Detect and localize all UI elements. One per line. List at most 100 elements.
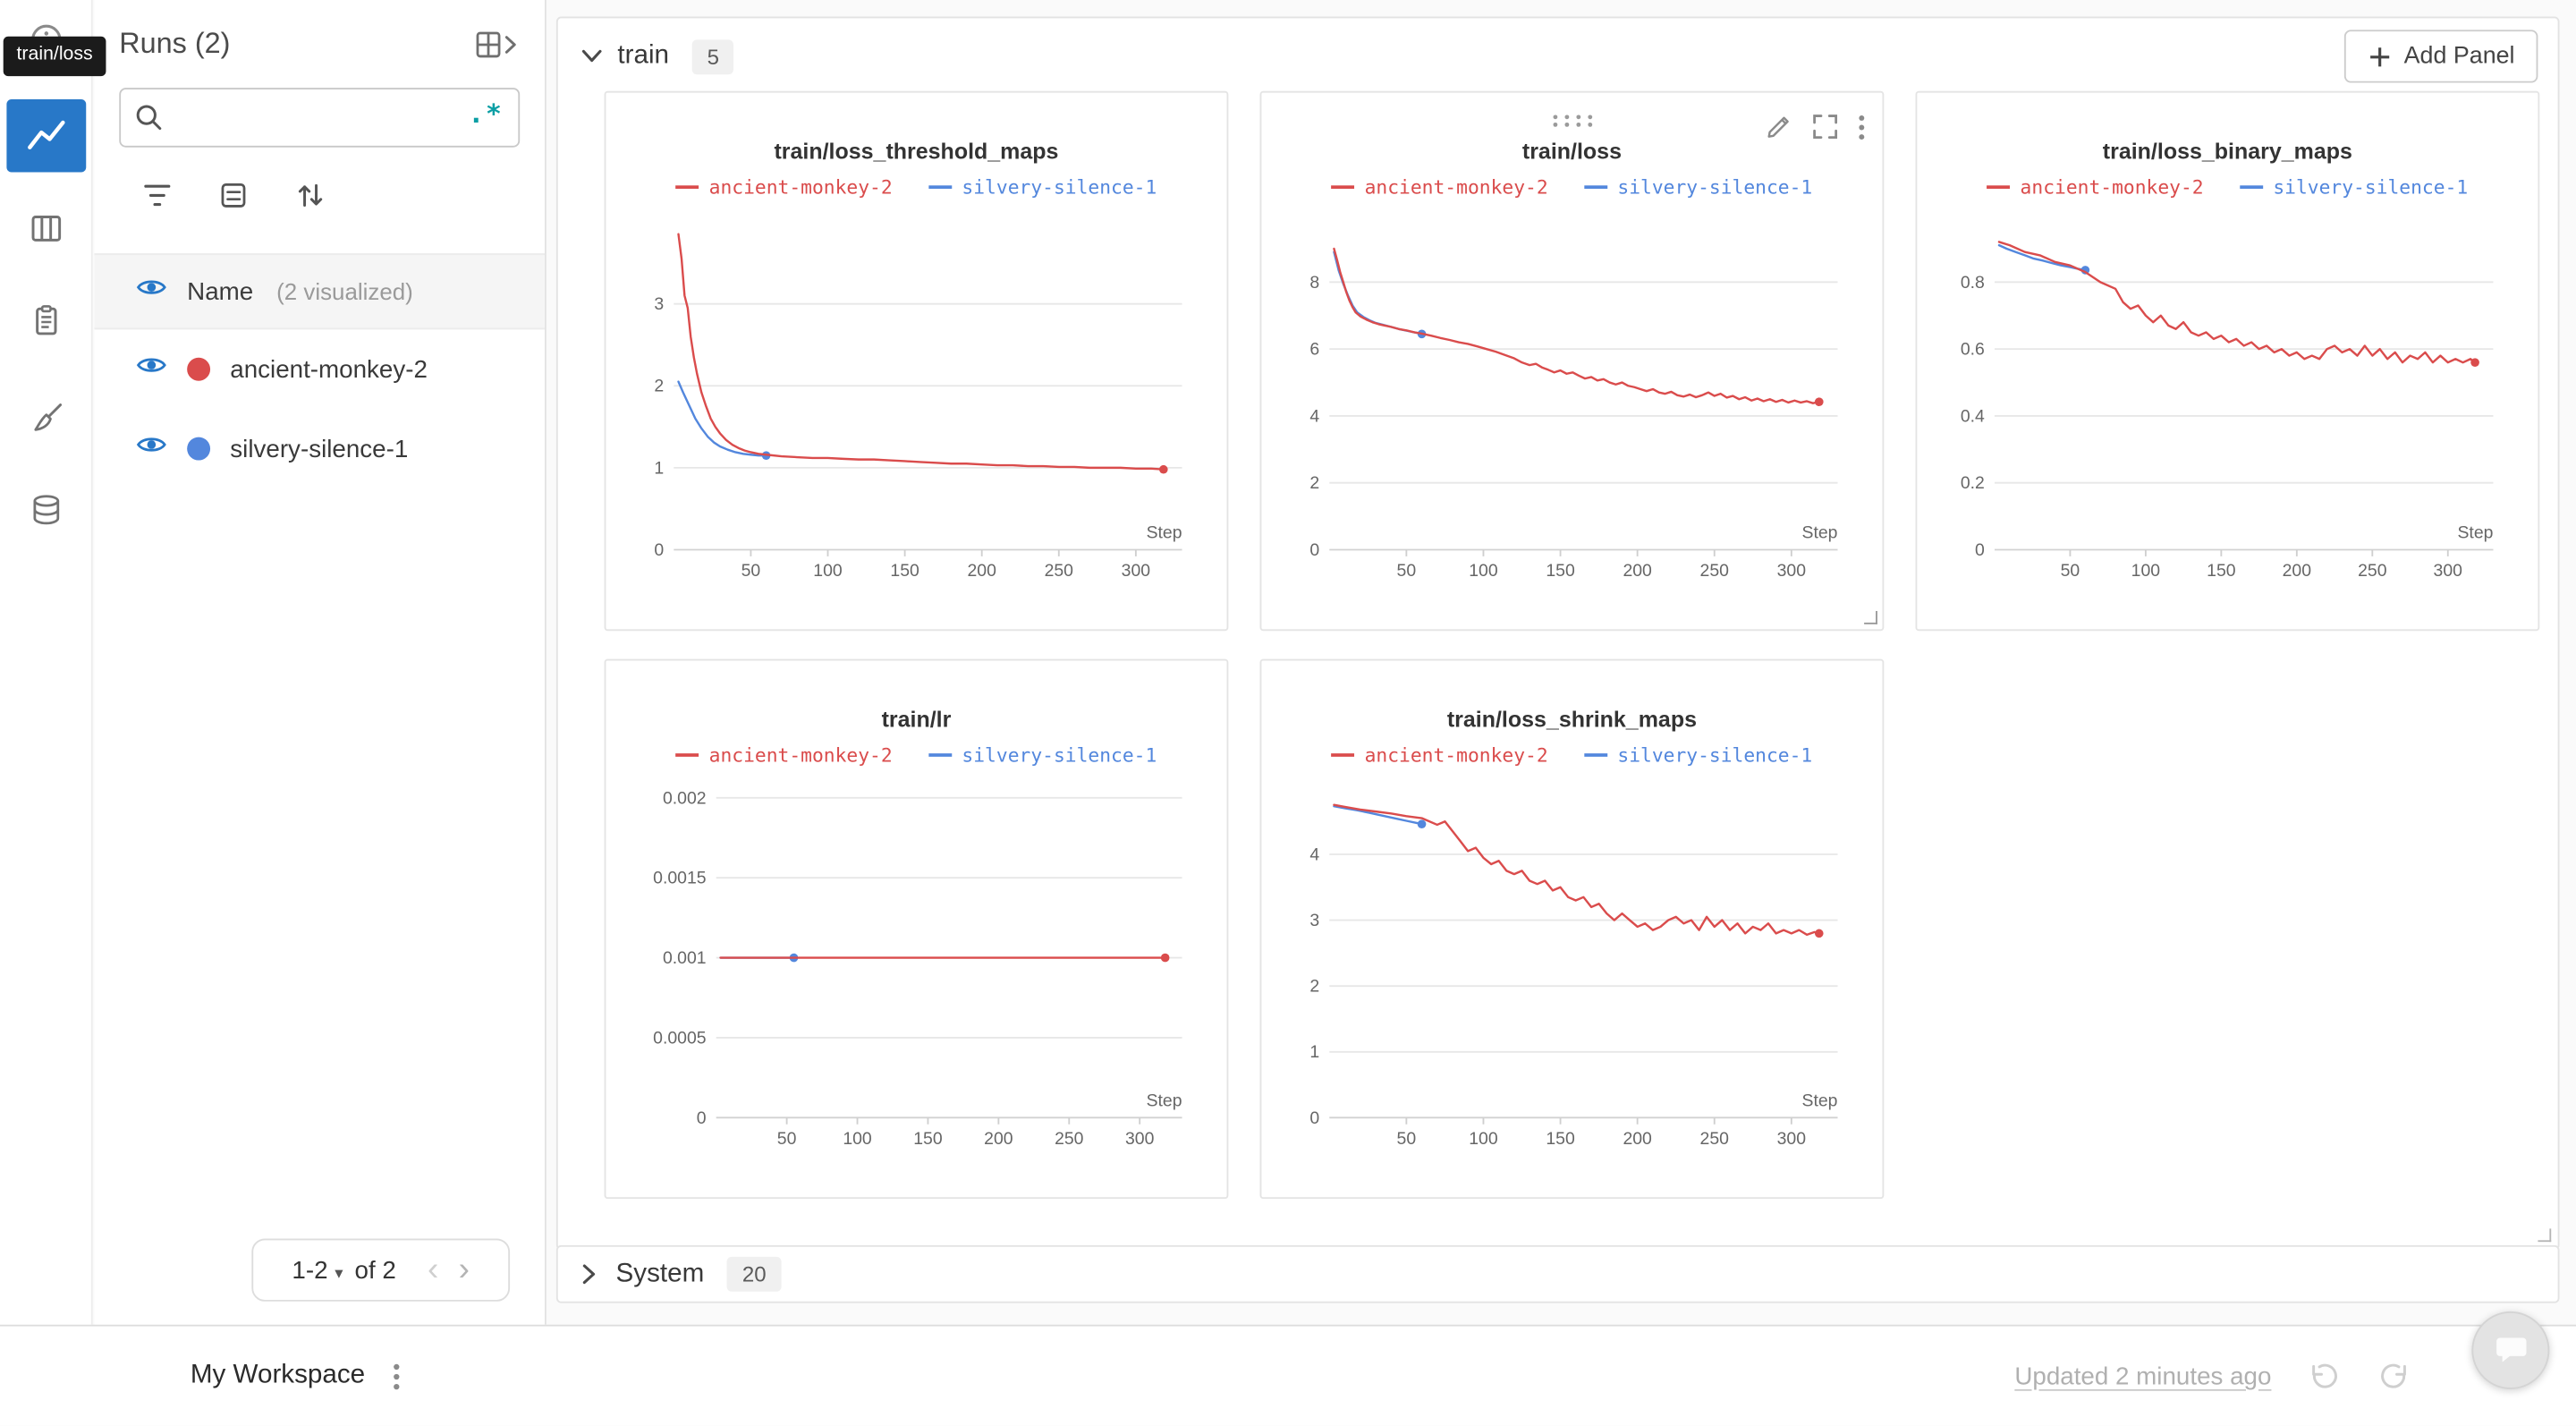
svg-text:3: 3: [1309, 911, 1319, 930]
svg-text:150: 150: [913, 1129, 943, 1149]
filter-funnel-icon: [144, 184, 171, 207]
svg-text:50: 50: [2061, 561, 2080, 581]
svg-text:150: 150: [1546, 561, 1575, 581]
runs-table-expand-button[interactable]: [475, 28, 520, 61]
nav-sweeps-item[interactable]: [5, 381, 85, 454]
panel-menu-button[interactable]: [1858, 114, 1866, 149]
line-chart[interactable]: 0 1 2 3 4 50 100 150 200 250 300 Step: [1286, 773, 1858, 1167]
run-name[interactable]: silvery-silence-1: [230, 434, 409, 463]
fullscreen-button[interactable]: [1811, 113, 1839, 149]
nav-runs-table-item[interactable]: [5, 192, 85, 265]
workspace-menu-button[interactable]: [392, 1362, 400, 1389]
legend-item[interactable]: silvery-silence-1: [928, 175, 1157, 199]
legend-item[interactable]: ancient-monkey-2: [675, 175, 893, 199]
svg-text:Step: Step: [1147, 1091, 1182, 1110]
visibility-all-toggle[interactable]: [136, 276, 167, 306]
svg-text:300: 300: [1777, 561, 1807, 581]
workspace-switcher[interactable]: My Workspace: [190, 1361, 366, 1389]
line-chart[interactable]: 0 2 4 6 8 50 100 150 200 250 300 Step: [1286, 206, 1858, 600]
visualized-count-label: (2 visualized): [276, 277, 413, 305]
legend-swatch: [928, 753, 953, 757]
chart-panel[interactable]: train/loss_shrink_maps ancient-monkey-2 s…: [1259, 658, 1885, 1200]
visibility-toggle[interactable]: [136, 354, 167, 384]
panel-title: train/loss_shrink_maps: [1446, 707, 1697, 733]
legend-item[interactable]: silvery-silence-1: [928, 743, 1157, 767]
sort-button[interactable]: [294, 181, 326, 210]
section-title: System: [615, 1259, 705, 1288]
legend-item[interactable]: silvery-silence-1: [1584, 743, 1812, 767]
group-button[interactable]: [218, 181, 248, 210]
runs-list-header: Name (2 visualized): [94, 253, 545, 330]
panel-legend: ancient-monkey-2 silvery-silence-1: [606, 743, 1226, 767]
legend-item[interactable]: silvery-silence-1: [1584, 175, 1812, 199]
chart-panel[interactable]: train/loss_binary_maps ancient-monkey-2 s…: [1915, 90, 2540, 632]
panel-resize-handle[interactable]: [1864, 610, 1877, 624]
kebab-menu-icon: [393, 1362, 399, 1389]
search-input[interactable]: [119, 88, 521, 148]
system-section[interactable]: System 20: [555, 1244, 2560, 1303]
legend-swatch: [928, 185, 953, 190]
visibility-toggle[interactable]: [136, 434, 167, 463]
left-nav-rail: [0, 0, 93, 1325]
panel-legend: ancient-monkey-2 silvery-silence-1: [1261, 743, 1882, 767]
redo-button[interactable]: [2377, 1360, 2411, 1393]
legend-swatch: [675, 185, 699, 190]
runs-sidebar: Runs (2) .*: [94, 0, 547, 1325]
svg-text:0.6: 0.6: [1961, 340, 1985, 360]
legend-item[interactable]: ancient-monkey-2: [675, 743, 893, 767]
nav-tooltip-label: train/loss: [16, 44, 93, 65]
page-range-dropdown[interactable]: 1-2 ▾: [292, 1256, 343, 1284]
legend-swatch: [1331, 753, 1355, 757]
svg-text:0.0005: 0.0005: [653, 1028, 706, 1048]
prev-page-icon[interactable]: ‹: [428, 1252, 439, 1289]
updated-timestamp: Updated 2 minutes ago: [2014, 1362, 2272, 1390]
svg-text:200: 200: [984, 1129, 1013, 1149]
legend-item[interactable]: silvery-silence-1: [2240, 175, 2468, 199]
chat-button[interactable]: [2471, 1311, 2550, 1389]
chart-panel[interactable]: train/lr ancient-monkey-2 silvery-silence…: [604, 658, 1229, 1200]
filter-button[interactable]: [142, 181, 172, 210]
line-chart[interactable]: 0 0.2 0.4 0.6 0.8 50 100 150 200 250 300 Step: [1942, 206, 2513, 600]
legend-run-name: silvery-silence-1: [2273, 175, 2469, 199]
logs-icon: [35, 305, 56, 335]
svg-text:200: 200: [1623, 1129, 1652, 1149]
legend-run-name: ancient-monkey-2: [2020, 175, 2204, 199]
regex-toggle[interactable]: .*: [468, 98, 504, 130]
svg-text:2: 2: [1309, 977, 1319, 997]
section-resize-handle[interactable]: [2538, 1228, 2552, 1243]
panel-legend: ancient-monkey-2 silvery-silence-1: [1261, 175, 1882, 199]
nav-artifacts-item[interactable]: [5, 473, 85, 546]
run-row[interactable]: ancient-monkey-2: [95, 329, 545, 409]
line-chart[interactable]: 0 0.0005 0.001 0.0015 0.002 50 100 150 200 250 300…: [631, 773, 1202, 1167]
legend-item[interactable]: ancient-monkey-2: [1331, 175, 1548, 199]
legend-item[interactable]: ancient-monkey-2: [1987, 175, 2204, 199]
svg-text:50: 50: [777, 1129, 797, 1149]
chevron-right-icon: [582, 1264, 596, 1285]
svg-text:250: 250: [1045, 561, 1074, 581]
line-chart[interactable]: 0 1 2 3 50 100 150 200 250 300 Step: [631, 206, 1202, 600]
run-row[interactable]: silvery-silence-1: [95, 409, 545, 488]
next-page-icon[interactable]: ›: [458, 1252, 470, 1289]
chart-panel[interactable]: train/loss_threshold_maps ancient-monkey…: [604, 90, 1229, 632]
svg-text:Step: Step: [1802, 523, 1838, 543]
edit-panel-button[interactable]: [1765, 113, 1792, 149]
svg-text:100: 100: [2131, 561, 2161, 581]
nav-logs-item[interactable]: [5, 284, 85, 357]
run-color-dot: [187, 437, 211, 461]
panel-title: train/loss_binary_maps: [2102, 139, 2352, 165]
svg-text:250: 250: [1700, 1129, 1730, 1149]
svg-text:150: 150: [2207, 561, 2236, 581]
chart-panel[interactable]: train/loss ancient-monkey-2 silvery-silen…: [1259, 90, 1885, 632]
run-name[interactable]: ancient-monkey-2: [230, 355, 428, 384]
caret-down-icon: ▾: [335, 1264, 343, 1283]
svg-text:250: 250: [2358, 561, 2387, 581]
svg-text:0.002: 0.002: [663, 788, 707, 808]
legend-item[interactable]: ancient-monkey-2: [1331, 743, 1548, 767]
undo-button[interactable]: [2308, 1360, 2341, 1393]
add-panel-button[interactable]: Add Panel: [2344, 30, 2538, 83]
svg-text:300: 300: [1777, 1129, 1807, 1149]
panel-drag-handle[interactable]: [1549, 113, 1594, 130]
svg-text:0: 0: [1309, 1108, 1319, 1128]
train-section-header[interactable]: train 5 Add Panel: [558, 18, 2558, 94]
nav-workspace-item[interactable]: [5, 99, 86, 173]
